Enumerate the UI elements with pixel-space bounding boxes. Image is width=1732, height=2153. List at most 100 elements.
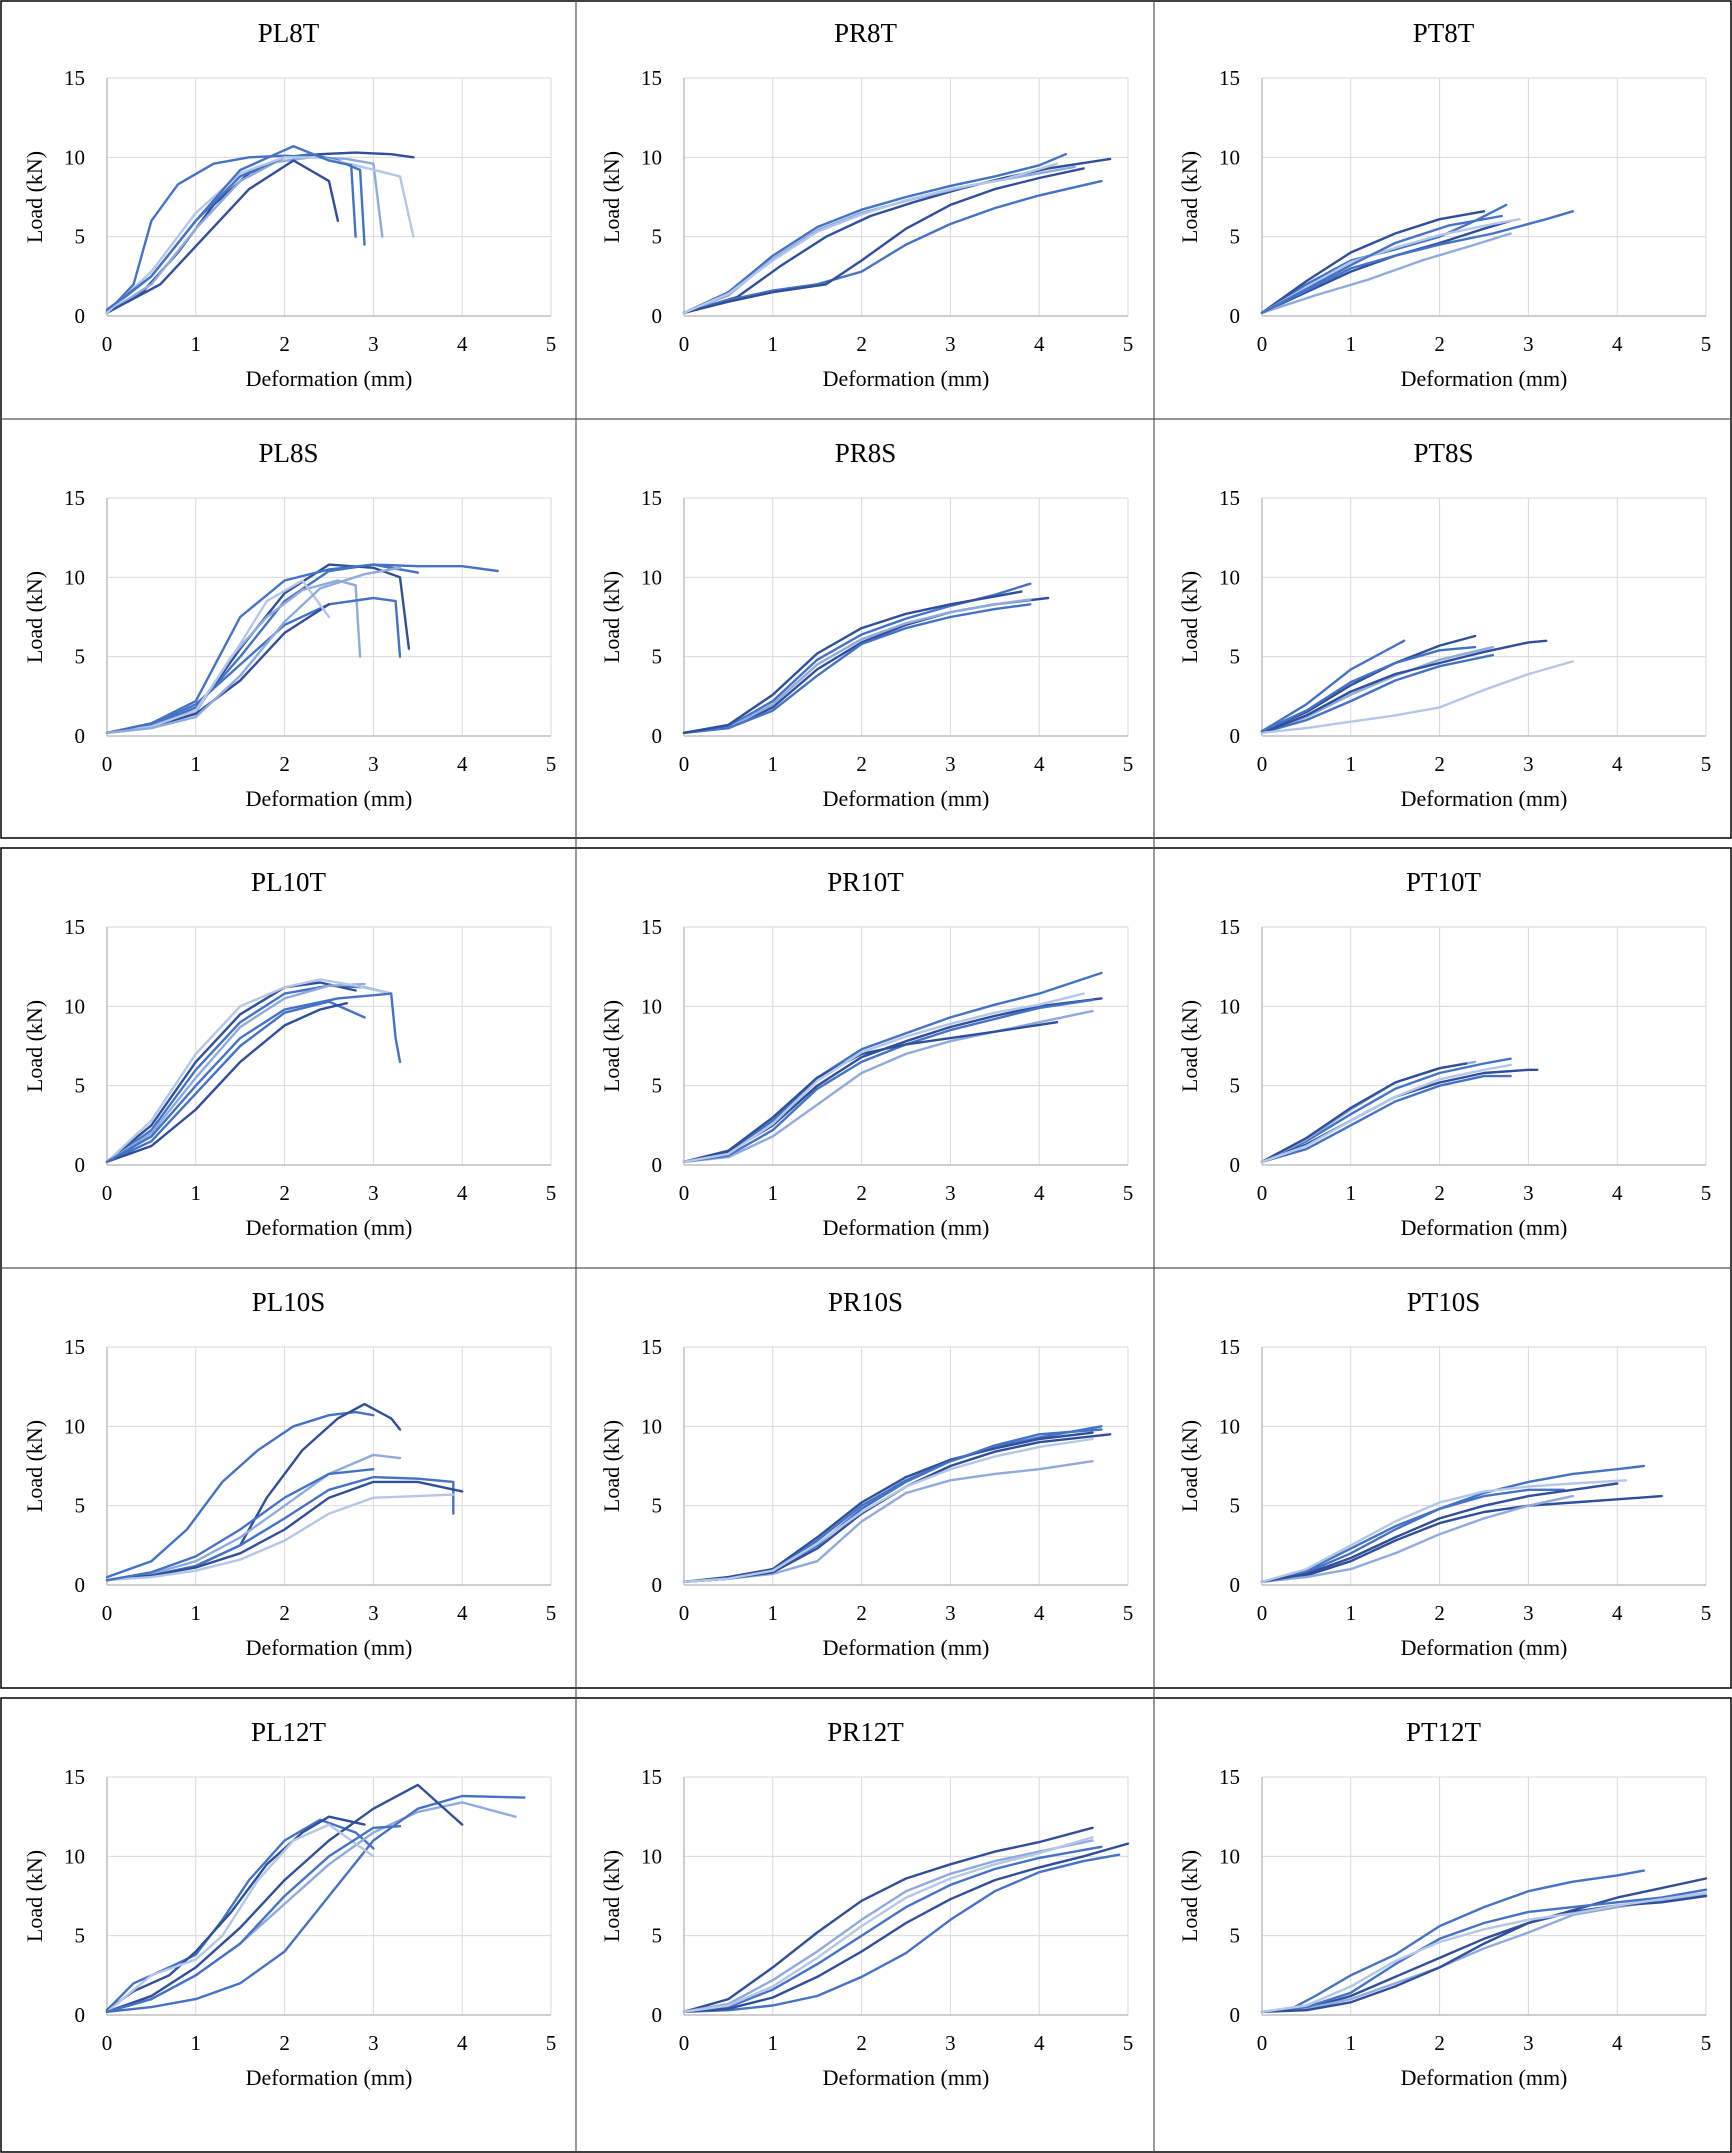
x-tick-label: 4 [1034, 1601, 1045, 1625]
series-line-pt8s-5 [1260, 639, 1548, 734]
x-tick-label: 0 [1257, 752, 1268, 776]
x-tick-label: 1 [191, 1601, 202, 1625]
y-tick-label: 0 [75, 2003, 86, 2027]
chart-panel-pr8s: PR8S 0 1 2 3 4 5 0 5 10 15 Deformation (mm) Load (kN… [599, 438, 1133, 811]
series-line-pt8t-2 [1260, 219, 1512, 314]
chart-panel-pl10s: PL10S 0 1 2 3 4 5 0 5 10 15 Deformation (mm) Load (k… [22, 1287, 556, 1660]
y-tick-label: 15 [1219, 486, 1240, 510]
x-tick-label: 0 [679, 752, 690, 776]
series-line-pt10s-3 [1260, 1494, 1575, 1584]
y-tick-label: 0 [652, 2003, 663, 2027]
series-line-pl10t-7 [105, 992, 393, 1164]
series-line-pt8t-3 [1260, 232, 1512, 314]
y-axis-label: Load (kN) [22, 1850, 47, 1942]
x-axis-label: Deformation (mm) [823, 786, 990, 811]
chart-title-pl10s: PL10S [252, 1287, 326, 1317]
x-tick-label: 0 [679, 332, 690, 356]
series-line-pl8s-4 [105, 596, 402, 734]
series-line-pt12t-6 [1260, 1891, 1708, 2014]
y-axis-label: Load (kN) [1177, 151, 1202, 243]
x-axis-label: Deformation (mm) [1401, 786, 1568, 811]
y-axis-label: Load (kN) [1177, 1420, 1202, 1512]
chart-panel-pt12t: PT12T 0 1 2 3 4 5 0 5 10 15 Deformation (mm) Load (k… [1177, 1717, 1711, 2090]
y-tick-label: 5 [652, 1074, 663, 1098]
y-tick-label: 5 [75, 225, 86, 249]
series-line-pl8t-6 [105, 156, 415, 314]
series-line-pr8t-1 [682, 152, 1068, 314]
series-line-pr8t-5 [682, 167, 1085, 314]
y-tick-label: 15 [641, 66, 662, 90]
x-tick-label: 3 [945, 1181, 956, 1205]
x-tick-label: 4 [457, 752, 468, 776]
y-tick-label: 15 [641, 1335, 662, 1359]
y-tick-label: 15 [64, 1765, 85, 1789]
x-axis-label: Deformation (mm) [1401, 366, 1568, 391]
series-line-pl12t-6 [105, 1823, 375, 2014]
x-tick-label: 5 [1123, 1601, 1134, 1625]
series-line-pt8s-1 [1260, 639, 1406, 733]
chart-panel-pt8s: PT8S 0 1 2 3 4 5 0 5 10 15 Deformation (mm) Load (kN… [1177, 438, 1711, 811]
series-line-pt10s-2 [1260, 1494, 1663, 1584]
series-line-pl10s-3 [105, 1453, 402, 1582]
y-tick-label: 0 [75, 1573, 86, 1597]
series-line-pl10t-2 [105, 981, 357, 1164]
chart-panel-pt10t: PT10T 0 1 2 3 4 5 0 5 10 15 Deformation (mm) Load (k… [1177, 867, 1711, 1240]
y-tick-label: 15 [1219, 1765, 1240, 1789]
x-tick-label: 0 [102, 2031, 113, 2055]
x-tick-label: 0 [1257, 1181, 1268, 1205]
chart-panel-pr12t: PR12T 0 1 2 3 4 5 0 5 10 15 Deformation (mm) Load (k… [599, 1717, 1133, 2090]
y-tick-label: 10 [1219, 1844, 1240, 1868]
x-tick-label: 5 [546, 2031, 557, 2055]
x-tick-label: 1 [768, 1181, 779, 1205]
series-line-pl10t-4 [105, 1000, 366, 1164]
x-tick-label: 5 [1123, 2031, 1134, 2055]
y-axis-label: Load (kN) [1177, 571, 1202, 663]
x-tick-label: 3 [368, 1181, 379, 1205]
x-axis-label: Deformation (mm) [1401, 1635, 1568, 1660]
chart-panel-pr8t: PR8T 0 1 2 3 4 5 0 5 10 15 Deformation (mm) Load (kN… [599, 18, 1133, 391]
x-tick-label: 3 [1523, 2031, 1534, 2055]
series-line-pl8s-5 [105, 603, 331, 734]
y-tick-label: 10 [1219, 1414, 1240, 1438]
x-tick-label: 1 [1346, 1601, 1357, 1625]
x-tick-label: 2 [1434, 2031, 1445, 2055]
y-axis-label: Load (kN) [22, 151, 47, 243]
x-tick-label: 1 [191, 2031, 202, 2055]
x-tick-label: 5 [1701, 2031, 1712, 2055]
series-line-pr8t-6 [682, 162, 1059, 314]
series-line-pr10t-3 [682, 1009, 1094, 1164]
chart-panel-pt10s: PT10S 0 1 2 3 4 5 0 5 10 15 Deformation (mm) Load (k… [1177, 1287, 1711, 1660]
y-tick-label: 15 [64, 66, 85, 90]
series-line-pt10t-4 [1260, 1074, 1512, 1164]
series-line-pl8s-6 [105, 579, 331, 734]
y-tick-label: 0 [1230, 1153, 1241, 1177]
x-tick-label: 4 [457, 1181, 468, 1205]
y-tick-label: 5 [75, 645, 86, 669]
x-axis-label: Deformation (mm) [823, 1635, 990, 1660]
y-tick-label: 15 [64, 1335, 85, 1359]
y-tick-label: 5 [75, 1924, 86, 1948]
series-line-pr10t-6 [682, 992, 1085, 1164]
series-line-pr10t-4 [682, 998, 1094, 1164]
x-tick-label: 1 [768, 2031, 779, 2055]
series-line-pt10s-4 [1260, 1488, 1566, 1584]
y-tick-label: 5 [652, 225, 663, 249]
series-line-pl8s-8 [105, 566, 402, 734]
series-line-pr12t-6 [682, 1836, 1094, 2014]
x-tick-label: 3 [945, 752, 956, 776]
x-tick-label: 4 [1034, 752, 1045, 776]
x-tick-label: 0 [102, 1181, 113, 1205]
x-tick-label: 5 [546, 1181, 557, 1205]
series-line-pt10t-6 [1260, 1063, 1512, 1164]
y-tick-label: 5 [652, 1924, 663, 1948]
x-tick-label: 1 [768, 332, 779, 356]
y-tick-label: 0 [75, 1153, 86, 1177]
series-line-pt10s-6 [1260, 1479, 1628, 1584]
series-line-pt10t-5 [1260, 1062, 1468, 1164]
series-line-pl10s-7 [105, 1467, 375, 1582]
x-tick-label: 5 [1701, 1181, 1712, 1205]
series-line-pt8s-3 [1260, 645, 1495, 734]
x-tick-label: 0 [102, 1601, 113, 1625]
x-tick-label: 5 [1701, 752, 1712, 776]
